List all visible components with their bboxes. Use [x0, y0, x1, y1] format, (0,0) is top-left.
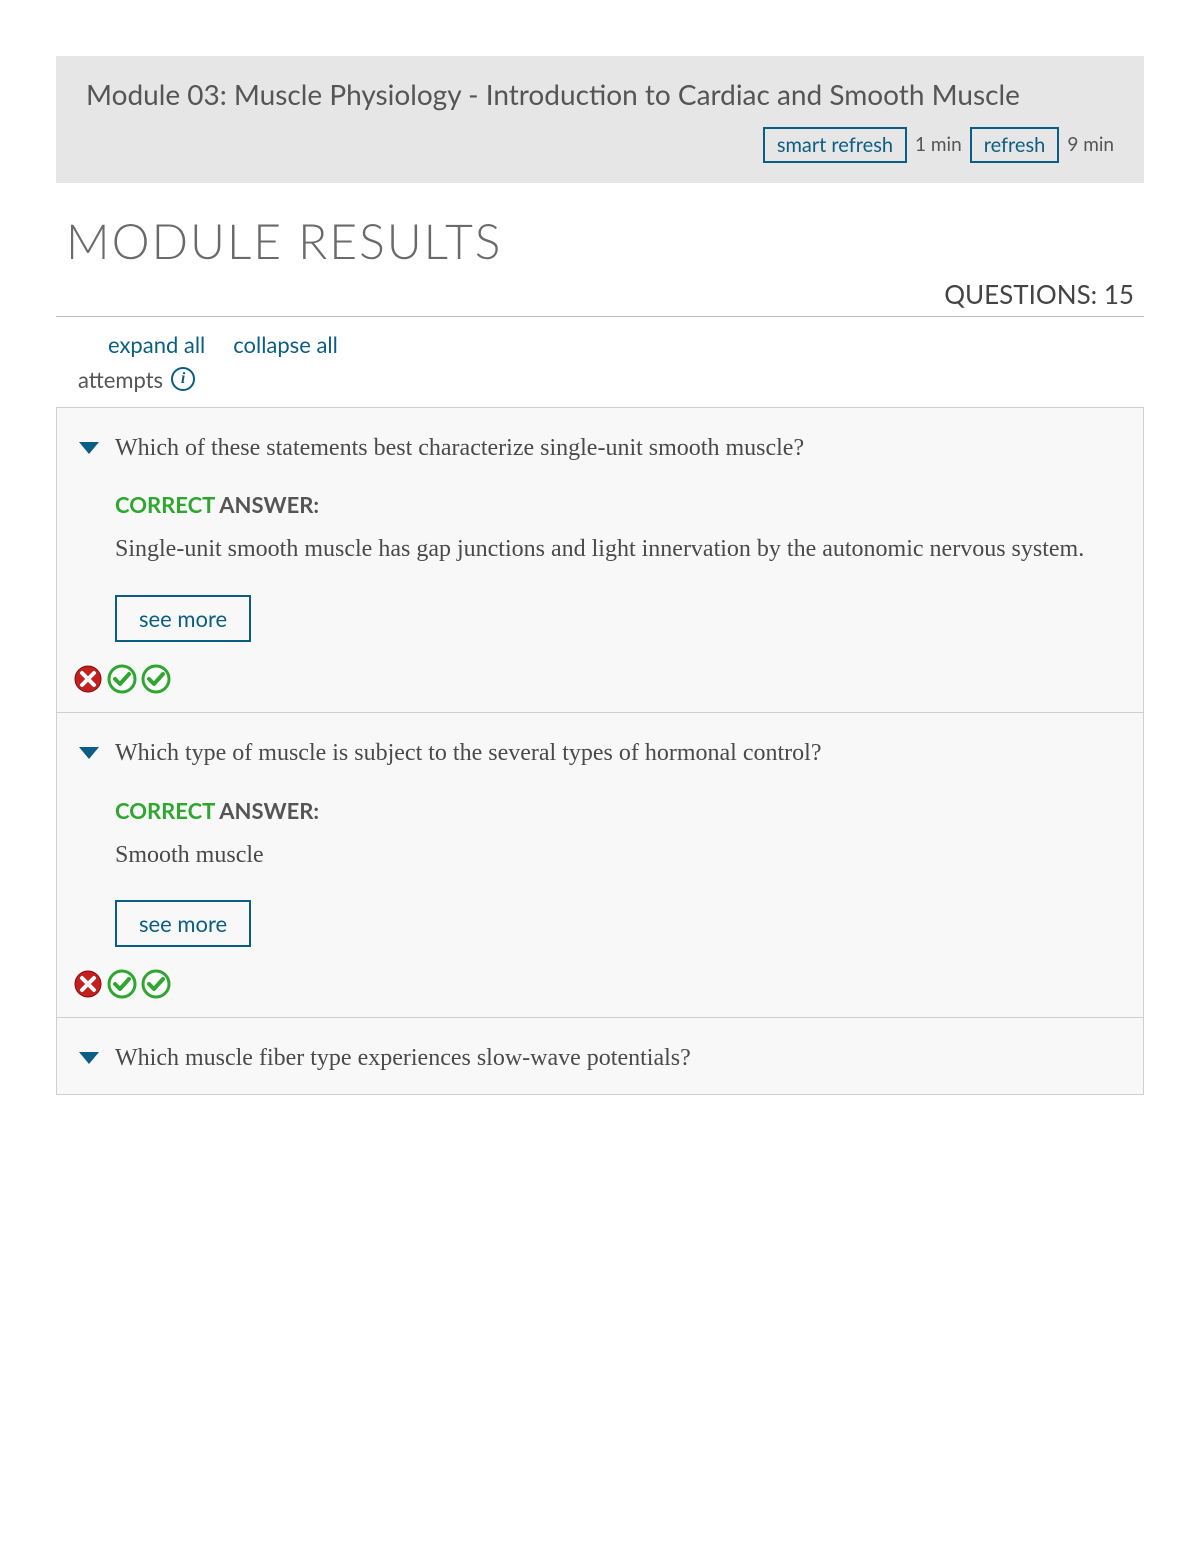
info-icon[interactable]: i — [171, 367, 195, 391]
answer-block: CORRECT ANSWER: Smooth muscle see more — [115, 797, 1115, 948]
correct-icon — [141, 969, 171, 999]
smart-refresh-time: 1 min — [915, 133, 962, 156]
attempt-status-icons — [73, 969, 1115, 999]
question-header[interactable]: Which type of muscle is subject to the s… — [79, 737, 1115, 771]
question-card: Which of these statements best character… — [57, 408, 1143, 713]
collapse-all-link[interactable]: collapse all — [233, 331, 338, 358]
attempt-status-icons — [73, 664, 1115, 694]
expand-all-link[interactable]: expand all — [108, 331, 205, 358]
wrong-icon — [73, 664, 103, 694]
question-header[interactable]: Which of these statements best character… — [79, 432, 1115, 466]
correct-icon — [107, 664, 137, 694]
refresh-row: smart refresh 1 min refresh 9 min — [86, 127, 1114, 163]
results-heading: MODULE RESULTS — [56, 213, 1144, 270]
chevron-down-icon[interactable] — [79, 1052, 99, 1064]
attempts-label: attempts — [78, 366, 163, 393]
module-header: Module 03: Muscle Physiology - Introduct… — [56, 56, 1144, 183]
question-text: Which of these statements best character… — [115, 432, 804, 466]
see-more-button[interactable]: see more — [115, 595, 251, 642]
correct-icon — [141, 664, 171, 694]
correct-answer-label: CORRECT ANSWER: — [115, 797, 1115, 824]
see-more-button[interactable]: see more — [115, 900, 251, 947]
refresh-button[interactable]: refresh — [970, 127, 1060, 163]
smart-refresh-button[interactable]: smart refresh — [763, 127, 907, 163]
module-title: Module 03: Muscle Physiology - Introduct… — [86, 74, 1114, 115]
wrong-icon — [73, 969, 103, 999]
question-card: Which muscle fiber type experiences slow… — [57, 1018, 1143, 1094]
question-list: Which of these statements best character… — [56, 407, 1144, 1095]
correct-icon — [107, 969, 137, 999]
expand-collapse-controls: expand all collapse all — [56, 317, 1144, 364]
chevron-down-icon[interactable] — [79, 747, 99, 759]
answer-text: Smooth muscle — [115, 838, 1115, 873]
question-text: Which type of muscle is subject to the s… — [115, 737, 821, 771]
attempts-row: attempts i — [56, 364, 1144, 407]
questions-count: QUESTIONS: 15 — [56, 278, 1144, 317]
answer-text: Single-unit smooth muscle has gap juncti… — [115, 532, 1115, 567]
answer-block: CORRECT ANSWER: Single-unit smooth muscle… — [115, 491, 1115, 642]
chevron-down-icon[interactable] — [79, 442, 99, 454]
question-text: Which muscle fiber type experiences slow… — [115, 1042, 691, 1076]
refresh-time: 9 min — [1067, 133, 1114, 156]
correct-answer-label: CORRECT ANSWER: — [115, 491, 1115, 518]
question-card: Which type of muscle is subject to the s… — [57, 713, 1143, 1018]
question-header[interactable]: Which muscle fiber type experiences slow… — [79, 1042, 1115, 1076]
